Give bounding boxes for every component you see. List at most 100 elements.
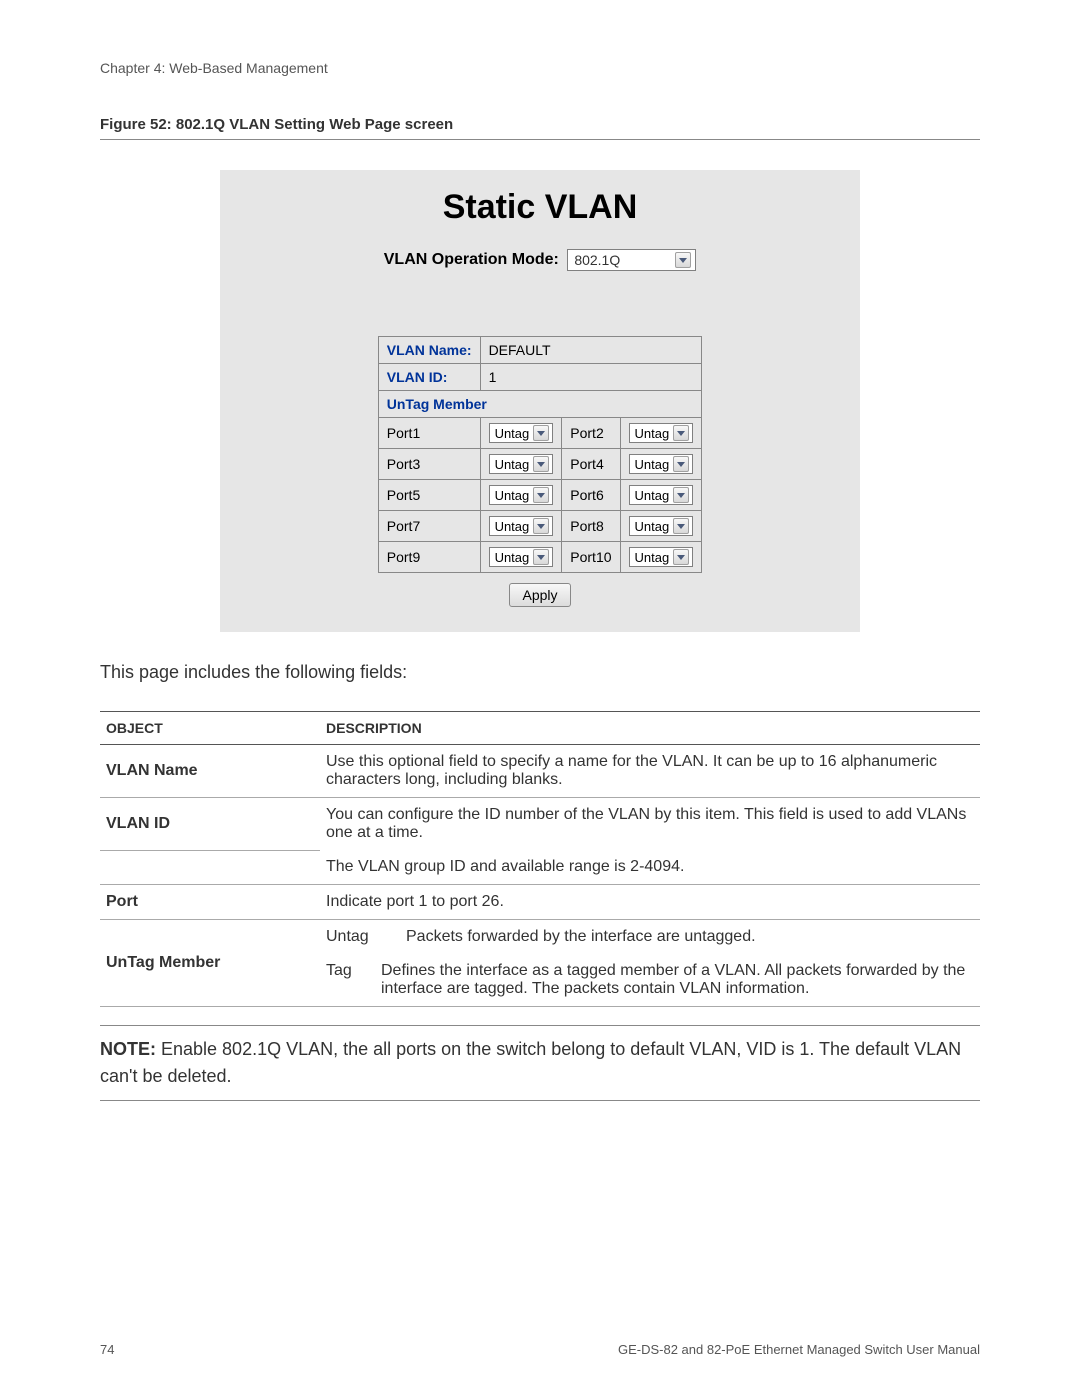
port-tag-select[interactable]: Untag [489,454,554,474]
port-row: Port9 Untag Port10 Untag [378,542,701,573]
port-label: Port7 [378,511,480,542]
vlan-id-value: 1 [480,364,702,391]
vlan-name-value: DEFAULT [480,337,702,364]
vlan-name-label: VLAN Name: [378,337,480,364]
desc-vlan-id-1: You can configure the ID number of the V… [320,798,980,851]
vlan-mode-row: VLAN Operation Mode: 802.1Q [240,249,840,271]
table-row: VLAN Name Use this optional field to spe… [100,745,980,798]
obj-vlan-name: VLAN Name [100,745,320,798]
port-tag-select[interactable]: Untag [629,485,694,505]
port-tag-value: Untag [635,488,670,503]
port-select-cell: Untag [620,542,702,573]
chapter-header: Chapter 4: Web-Based Management [100,60,980,76]
vlan-mode-select[interactable]: 802.1Q [567,249,696,271]
col-description: DESCRIPTION [320,712,980,745]
vlan-name-row: VLAN Name: DEFAULT [378,337,701,364]
port-tag-select[interactable]: Untag [489,423,554,443]
port-tag-value: Untag [635,550,670,565]
chevron-down-icon [533,456,549,472]
port-tag-value: Untag [635,426,670,441]
port-tag-select[interactable]: Untag [629,423,694,443]
table-header-row: OBJECT DESCRIPTION [100,712,980,745]
sub-val-untag: Packets forwarded by the interface are u… [406,928,756,946]
vlan-id-label: VLAN ID: [378,364,480,391]
port-row: Port7 Untag Port8 Untag [378,511,701,542]
port-select-cell: Untag [480,418,562,449]
port-tag-value: Untag [495,519,530,534]
vlan-id-row: VLAN ID: 1 [378,364,701,391]
untag-header-row: UnTag Member [378,391,701,418]
port-label: Port5 [378,480,480,511]
desc-vlan-id-2: The VLAN group ID and available range is… [320,850,980,885]
port-row: Port3 Untag Port4 Untag [378,449,701,480]
port-label: Port10 [562,542,620,573]
obj-untag-member: UnTag Member [100,920,320,1007]
port-label: Port4 [562,449,620,480]
port-tag-value: Untag [635,457,670,472]
figure-caption: Figure 52: 802.1Q VLAN Setting Web Page … [100,116,980,133]
desc-port: Indicate port 1 to port 26. [320,885,980,920]
divider [100,139,980,140]
port-tag-select[interactable]: Untag [489,516,554,536]
intro-text: This page includes the following fields: [100,662,980,683]
sub-key-untag: Untag [326,928,386,946]
port-label: Port3 [378,449,480,480]
port-tag-value: Untag [635,519,670,534]
page-number: 74 [100,1342,114,1357]
port-label: Port1 [378,418,480,449]
chevron-down-icon [673,425,689,441]
table-row: VLAN ID You can configure the ID number … [100,798,980,851]
manual-title: GE-DS-82 and 82-PoE Ethernet Managed Swi… [618,1342,980,1357]
port-select-cell: Untag [480,480,562,511]
chevron-down-icon [673,549,689,565]
screenshot-title: Static VLAN [240,188,840,227]
port-tag-value: Untag [495,457,530,472]
chevron-down-icon [533,425,549,441]
apply-button[interactable]: Apply [509,583,570,607]
tag-subrow: Tag Defines the interface as a tagged me… [326,962,974,998]
chevron-down-icon [533,487,549,503]
port-select-cell: Untag [480,542,562,573]
port-select-cell: Untag [620,418,702,449]
chevron-down-icon [675,252,691,268]
table-row: The VLAN group ID and available range is… [100,850,980,885]
apply-row: Apply [240,583,840,607]
description-table: OBJECT DESCRIPTION VLAN Name Use this op… [100,711,980,1007]
port-select-cell: Untag [620,511,702,542]
untag-header: UnTag Member [378,391,701,418]
obj-port: Port [100,885,320,920]
port-select-cell: Untag [620,449,702,480]
port-tag-select[interactable]: Untag [629,547,694,567]
note-block: NOTE: Enable 802.1Q VLAN, the all ports … [100,1025,980,1101]
vlan-config-table: VLAN Name: DEFAULT VLAN ID: 1 UnTag Memb… [378,336,702,573]
page-footer: 74 GE-DS-82 and 82-PoE Ethernet Managed … [100,1342,980,1357]
vlan-mode-value: 802.1Q [574,252,620,268]
sub-val-tag: Defines the interface as a tagged member… [381,962,974,998]
port-tag-value: Untag [495,550,530,565]
port-tag-select[interactable]: Untag [489,547,554,567]
port-tag-select[interactable]: Untag [629,454,694,474]
chevron-down-icon [533,549,549,565]
desc-vlan-name: Use this optional field to specify a nam… [320,745,980,798]
sub-key-tag: Tag [326,962,361,998]
col-object: OBJECT [100,712,320,745]
untag-subrow: Untag Packets forwarded by the interface… [326,928,974,946]
note-text: Enable 802.1Q VLAN, the all ports on the… [100,1039,961,1086]
port-label: Port9 [378,542,480,573]
port-label: Port2 [562,418,620,449]
note-label: NOTE: [100,1039,156,1059]
port-tag-select[interactable]: Untag [629,516,694,536]
vlan-mode-label: VLAN Operation Mode: [384,251,559,268]
table-row: Port Indicate port 1 to port 26. [100,885,980,920]
chevron-down-icon [673,487,689,503]
port-tag-select[interactable]: Untag [489,485,554,505]
vlan-screenshot: Static VLAN VLAN Operation Mode: 802.1Q … [220,170,860,632]
port-row: Port1 Untag Port2 Untag [378,418,701,449]
port-tag-value: Untag [495,426,530,441]
obj-vlan-id: VLAN ID [100,798,320,851]
port-tag-value: Untag [495,488,530,503]
chevron-down-icon [533,518,549,534]
port-row: Port5 Untag Port6 Untag [378,480,701,511]
chevron-down-icon [673,518,689,534]
table-row: UnTag Member Untag Packets forwarded by … [100,920,980,955]
